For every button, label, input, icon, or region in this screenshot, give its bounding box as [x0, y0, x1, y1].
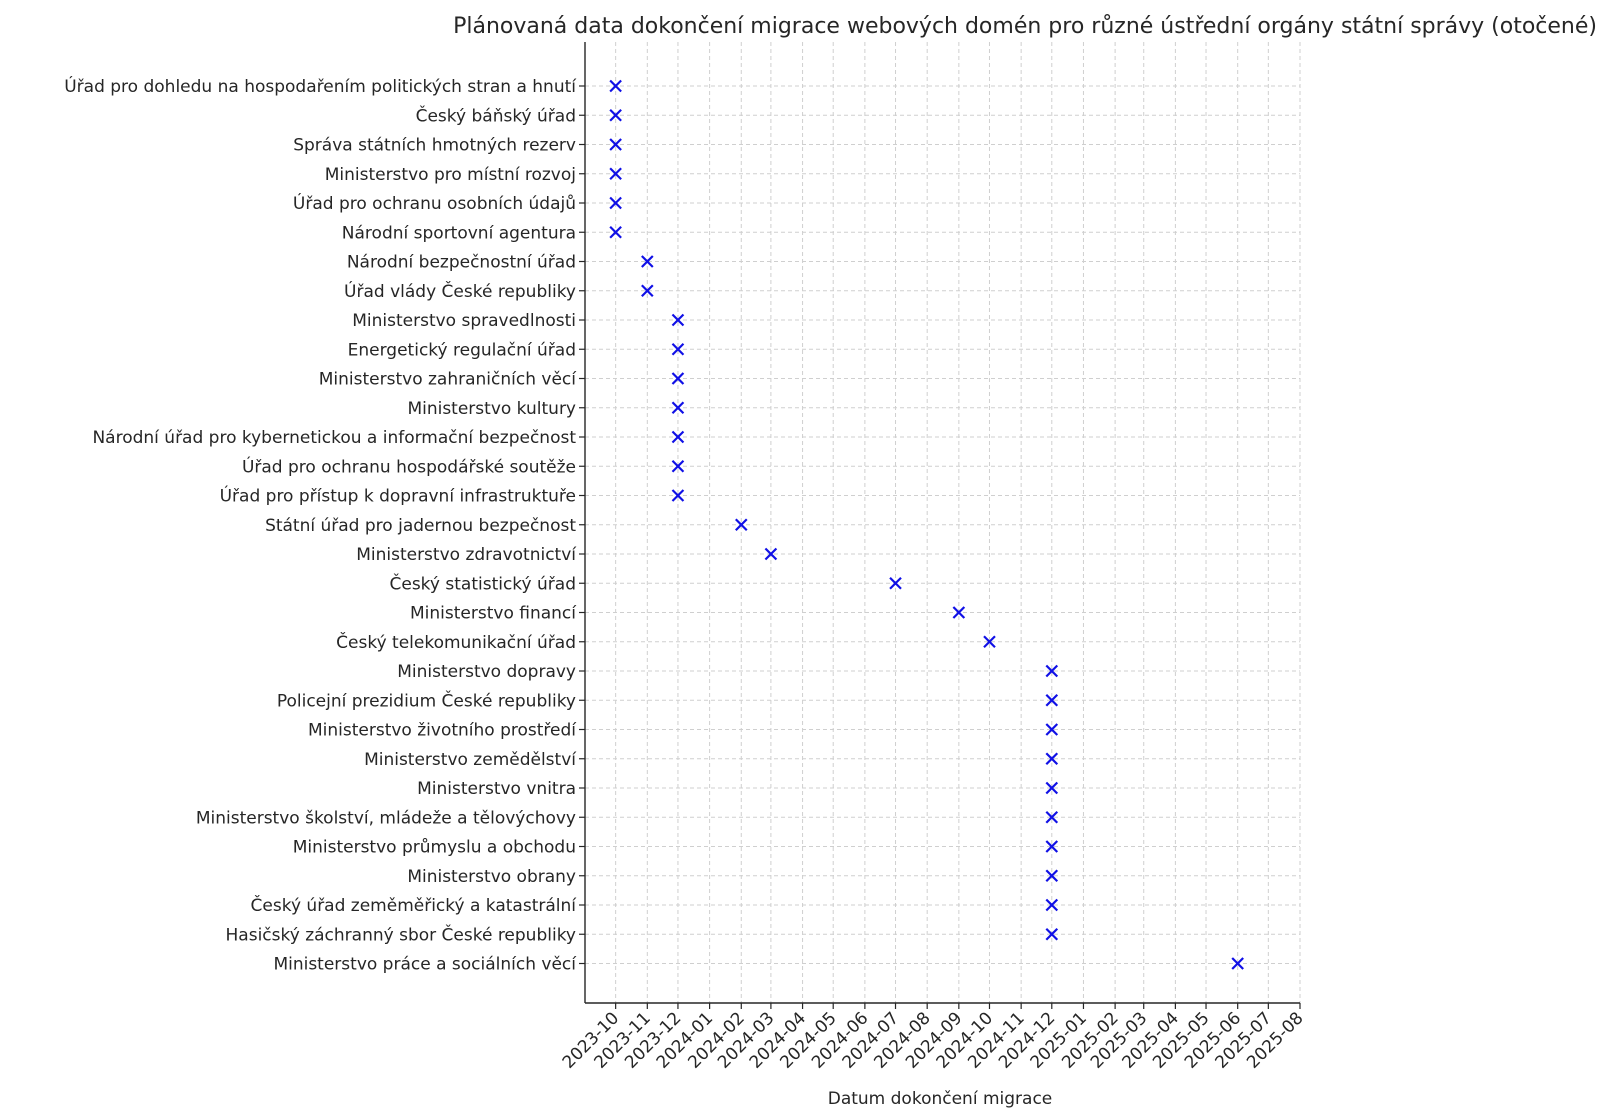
data-point-marker: [671, 342, 685, 356]
data-point-marker: [889, 576, 902, 590]
data-point-marker: [609, 108, 622, 122]
data-point-marker: [1045, 810, 1059, 824]
y-tick-label: Ministerstvo průmyslu a obchodu: [293, 838, 576, 858]
axes: [584, 42, 1300, 1004]
data-point-marker: [609, 167, 622, 181]
data-point-marker: [671, 372, 685, 385]
data-point-marker: [1045, 927, 1059, 941]
y-tick-label: Úřad pro ochranu osobních údajů: [293, 192, 576, 214]
data-point-marker: [671, 313, 685, 327]
data-point-marker: [671, 489, 685, 502]
y-tick-label: Úřad pro ochranu hospodářské soutěže: [242, 455, 576, 477]
data-point-marker: [641, 284, 654, 298]
y-tick-label: Ministerstvo školství, mládeže a tělovýc…: [196, 808, 576, 828]
data-point-marker: [1045, 840, 1059, 853]
data-point-marker: [1045, 752, 1059, 766]
y-tick-label: Hasičský záchranný sbor České republiky: [226, 923, 576, 945]
y-tick-label: Úřad pro dohledu na hospodařením politic…: [64, 75, 577, 97]
y-tick-label: Ministerstvo vnitra: [417, 779, 576, 799]
y-tick-label: Energetický regulační úřad: [348, 340, 576, 360]
y-tick-label: Správa státních hmotných rezerv: [293, 136, 576, 156]
y-tick-label: Český statistický úřad: [390, 572, 577, 594]
y-tick-label: Ministerstvo financí: [410, 604, 577, 624]
y-tick-label: Ministerstvo zemědělství: [364, 750, 577, 770]
y-tick-label: Ministerstvo zahraničních věcí: [319, 370, 578, 390]
y-tick-labels: Úřad pro dohledu na hospodařením politic…: [64, 75, 577, 975]
y-tick-label: Ministerstvo zdravotnictví: [356, 545, 577, 565]
chart-title: Plánovaná data dokončení migrace webovýc…: [453, 14, 1597, 39]
y-tick-label: Český telekomunikační úřad: [336, 631, 576, 653]
y-tick-label: Ministerstvo pro místní rozvoj: [325, 165, 576, 185]
ticks: [579, 85, 1301, 1009]
y-tick-label: Národní bezpečnostní úřad: [347, 253, 576, 273]
data-point-marker: [1045, 898, 1059, 912]
grid: [585, 42, 1301, 1003]
data-point-marker: [671, 401, 685, 415]
data-point-marker: [609, 79, 622, 93]
y-tick-label: Národní sportovní agentura: [342, 223, 576, 243]
data-point-marker: [1045, 664, 1059, 678]
data-point-marker: [671, 459, 685, 473]
y-tick-label: Ministerstvo obrany: [407, 867, 576, 887]
x-tick-labels: 2023-102023-112023-122024-012024-022024-…: [559, 1008, 1308, 1072]
data-point-marker: [764, 547, 778, 561]
data-point-marker: [1045, 693, 1059, 707]
y-tick-label: Ministerstvo spravedlnosti: [352, 311, 576, 331]
data-point-marker: [1045, 723, 1059, 736]
y-tick-label: Ministerstvo dopravy: [397, 662, 576, 682]
y-tick-label: Ministerstvo práce a sociálních věcí: [273, 955, 577, 975]
data-point-marker: [952, 606, 966, 619]
data-point-marker: [1231, 957, 1244, 970]
y-tick-label: Ministerstvo kultury: [407, 399, 576, 419]
data-point-marker: [609, 225, 622, 239]
data-point-marker: [1045, 781, 1059, 795]
data-point-marker: [735, 518, 748, 532]
data-point-marker: [609, 138, 622, 151]
data-point-marker: [983, 635, 996, 649]
y-tick-label: Úřad vlády České republiky: [344, 280, 576, 302]
y-tick-label: Státní úřad pro jadernou bezpečnost: [265, 516, 576, 536]
y-tick-label: Český báňský úřad​: [416, 104, 576, 126]
x-axis-title: Datum dokončení migrace: [828, 1089, 1053, 1109]
data-point-marker: [1045, 869, 1059, 883]
data-point-marker: [641, 255, 654, 268]
y-tick-label: Národní úřad pro kybernetickou a informa…: [92, 428, 576, 448]
data-point-marker: [671, 430, 685, 444]
y-tick-label: Policejní prezidium České republiky: [277, 689, 576, 711]
data-point-marker: [609, 196, 622, 210]
y-tick-label: Ministerstvo životního prostředí: [308, 721, 577, 741]
y-tick-label: Český úřad zeměměřický a katastrální: [251, 894, 578, 916]
data-points: [609, 79, 1244, 970]
y-tick-label: Úřad pro přístup k dopravní infrastruktu…: [220, 485, 576, 507]
